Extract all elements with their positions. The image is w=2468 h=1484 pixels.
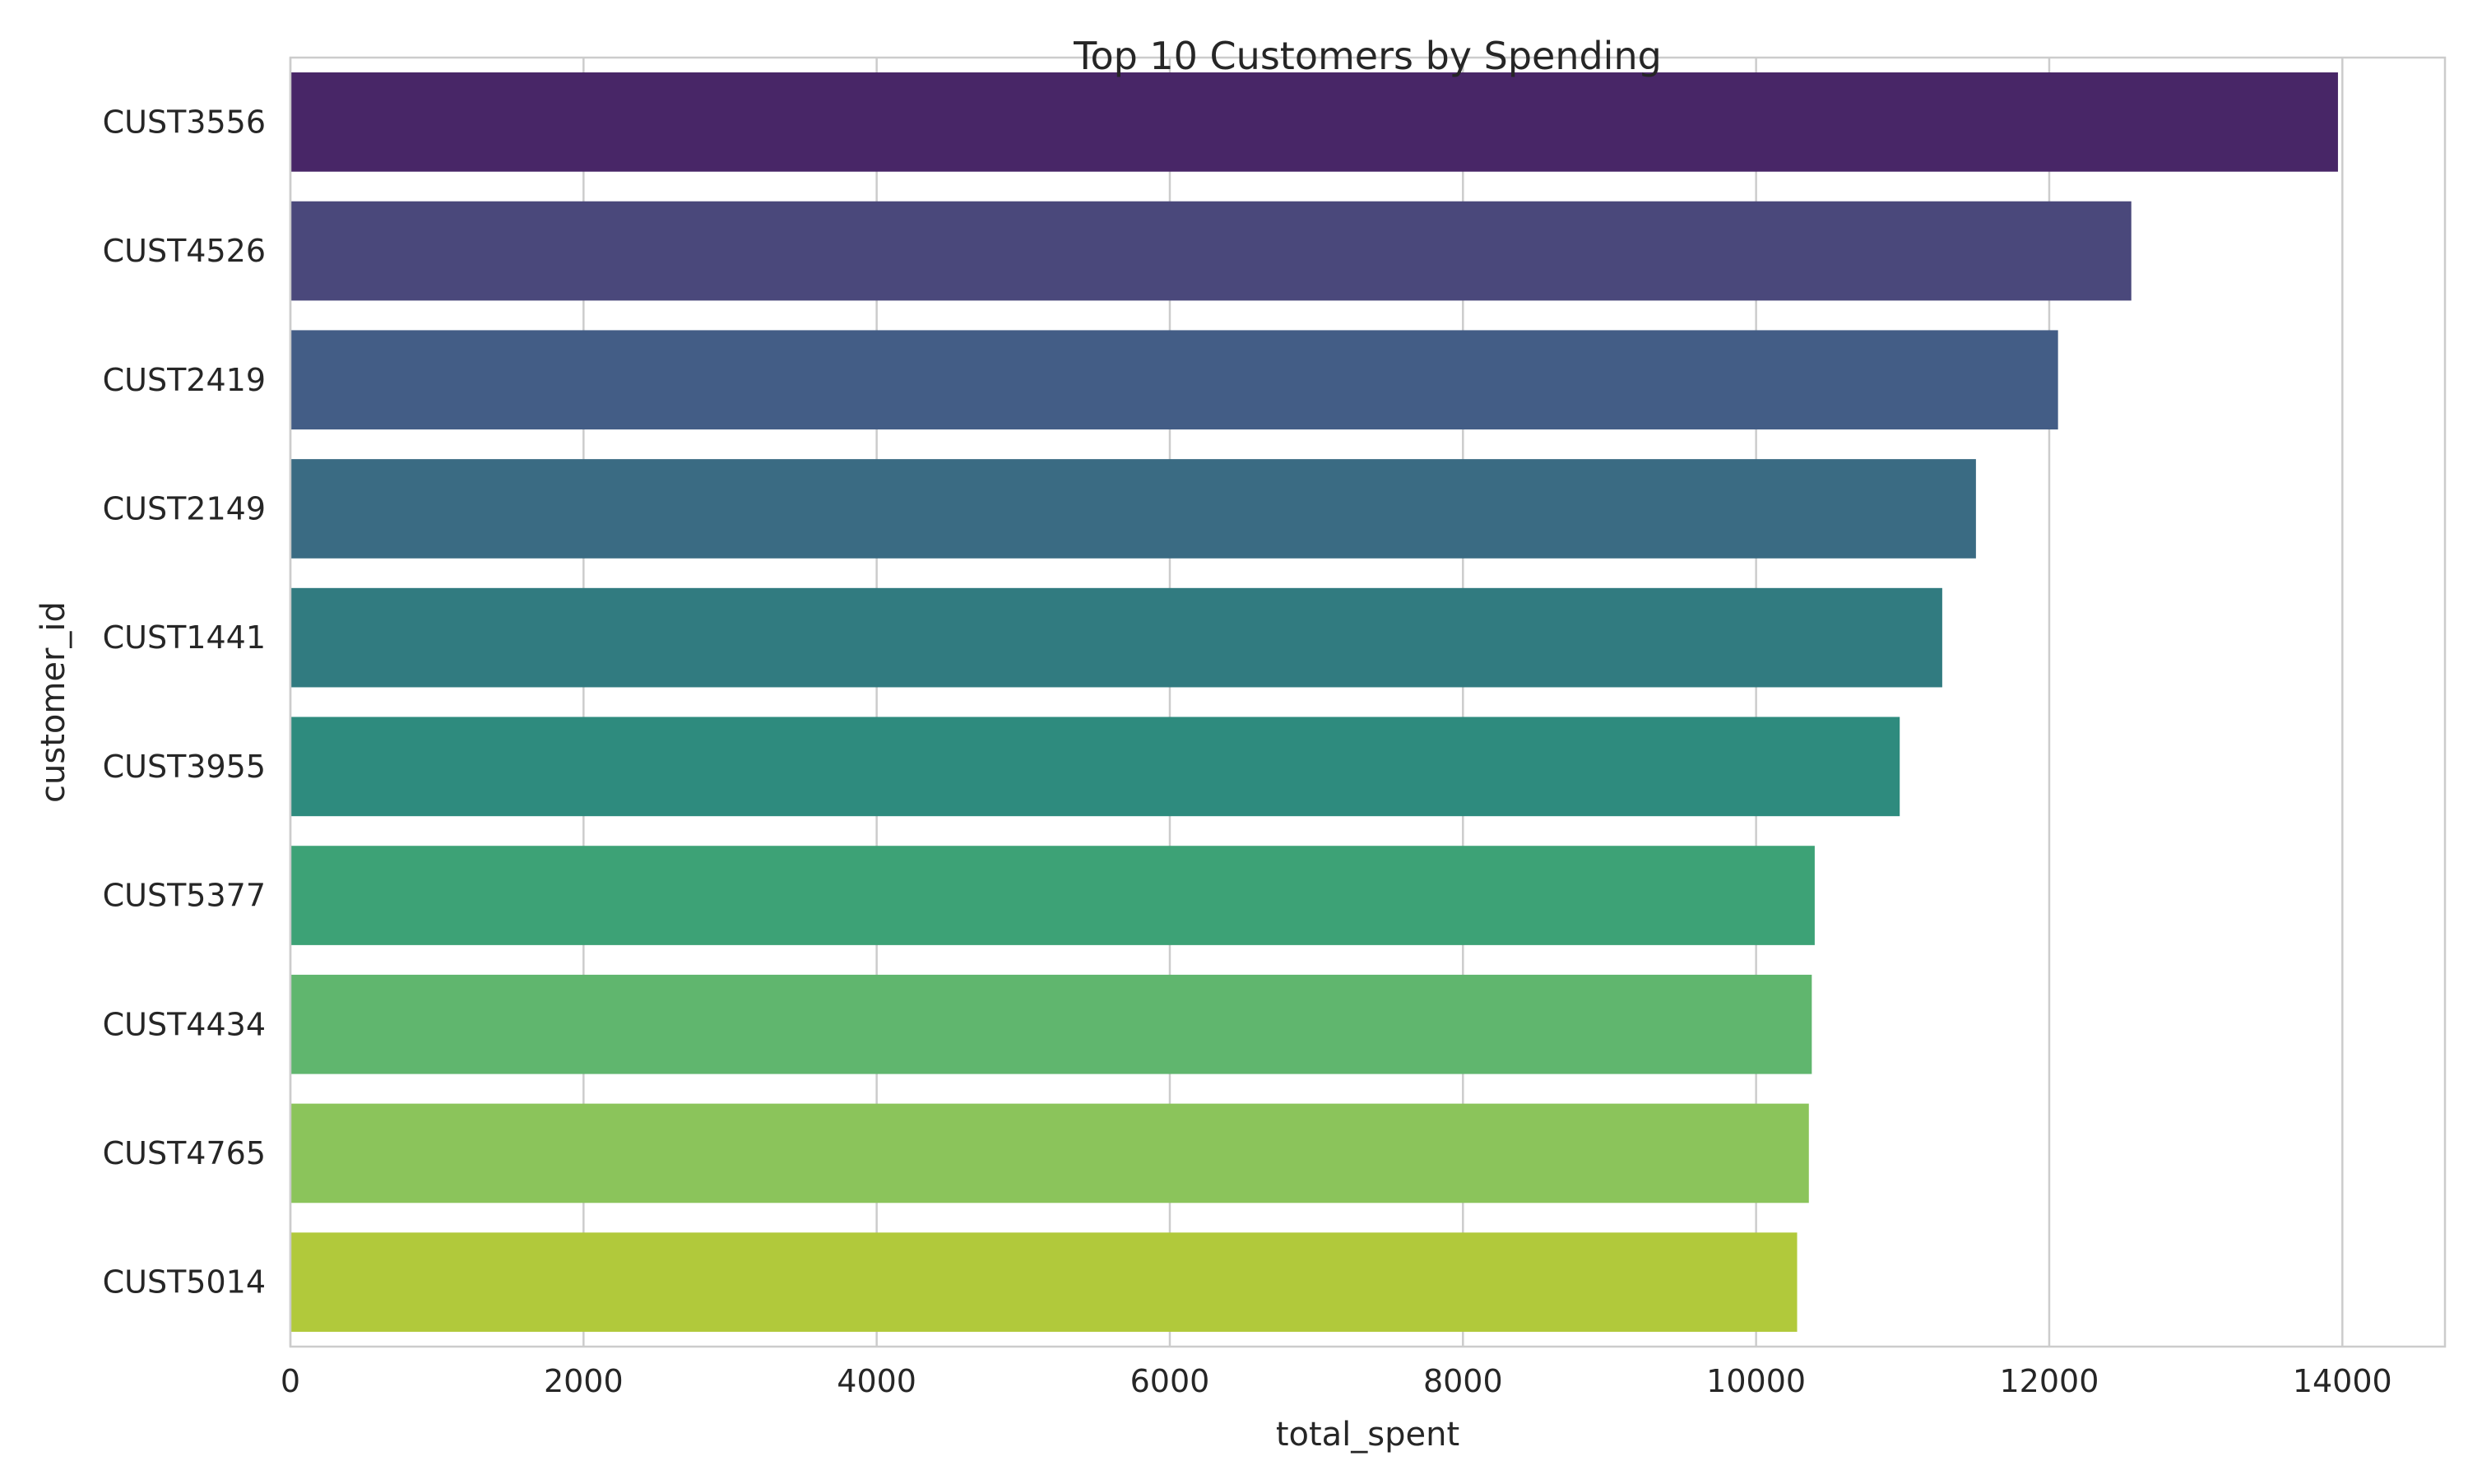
y-tick-label: CUST5014 bbox=[103, 1264, 266, 1301]
y-tick-label: CUST4765 bbox=[103, 1135, 266, 1171]
x-tick-label: 14000 bbox=[2293, 1363, 2392, 1399]
y-tick-label: CUST3955 bbox=[103, 749, 266, 785]
bar bbox=[290, 1232, 1798, 1332]
bar bbox=[290, 1103, 1809, 1203]
plot-frame bbox=[289, 56, 2447, 1348]
bar bbox=[290, 201, 2132, 301]
x-tick-label: 10000 bbox=[1706, 1363, 1806, 1399]
bar bbox=[290, 716, 1900, 817]
y-tick-label: CUST3556 bbox=[103, 104, 266, 140]
bar bbox=[290, 72, 2338, 172]
y-tick-label: CUST4526 bbox=[103, 233, 266, 269]
x-tick-label: 2000 bbox=[544, 1363, 624, 1399]
y-axis-label: customer_id bbox=[35, 601, 72, 803]
x-axis-ticks: 0 2000 4000 6000 8000 10000 12000 14000 bbox=[281, 1363, 2392, 1399]
x-tick-label: 4000 bbox=[837, 1363, 916, 1399]
y-tick-label: CUST2149 bbox=[103, 490, 266, 526]
x-axis-label: total_spent bbox=[1276, 1416, 1459, 1454]
y-tick-label: CUST5377 bbox=[103, 878, 266, 914]
bar bbox=[290, 459, 1976, 559]
x-tick-label: 12000 bbox=[2000, 1363, 2099, 1399]
y-axis-ticks: CUST3556 CUST4526 CUST2419 CUST2149 CUST1441… bbox=[103, 104, 266, 1300]
x-tick-label: 8000 bbox=[1423, 1363, 1503, 1399]
bar bbox=[290, 330, 2058, 430]
chart-title: Top 10 Customers by Spending bbox=[1073, 34, 1662, 78]
bar bbox=[290, 846, 1815, 945]
bar bbox=[290, 974, 1812, 1074]
x-tick-label: 6000 bbox=[1130, 1363, 1210, 1399]
bars bbox=[290, 72, 2338, 1332]
y-tick-label: CUST4434 bbox=[103, 1006, 266, 1042]
y-tick-label: CUST2419 bbox=[103, 362, 266, 398]
x-tick-label: 0 bbox=[281, 1363, 300, 1399]
y-tick-label: CUST1441 bbox=[103, 619, 266, 656]
bar bbox=[290, 587, 1942, 688]
